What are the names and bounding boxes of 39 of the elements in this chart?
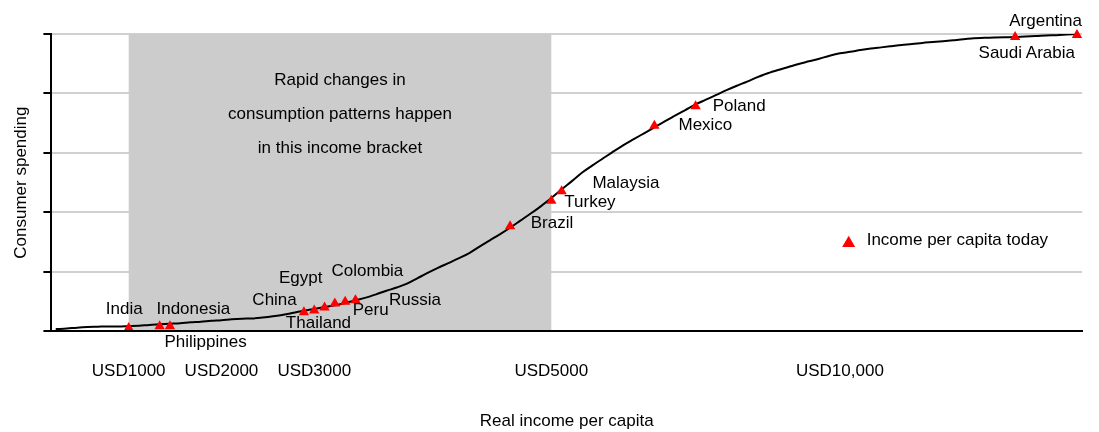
- annotation: Turkey: [564, 192, 617, 212]
- legend-label: Income per capita today: [866, 229, 1049, 249]
- point: [164, 320, 176, 330]
- point: [556, 185, 567, 195]
- annotation: Saudi Arabia: [978, 42, 1076, 62]
- x-tick-label: USD5000: [514, 361, 589, 381]
- point: [319, 301, 330, 311]
- annotation: Malaysia: [592, 172, 660, 192]
- point: [350, 294, 361, 304]
- point: [339, 295, 351, 305]
- x-tick-label: USD2000: [184, 361, 259, 381]
- band-label: Rapid changes in consumption patterns happen in this income bracket: [228, 69, 452, 157]
- annotation: Mexico: [678, 114, 733, 134]
- annotation: Thailand: [285, 312, 352, 332]
- annotation: India: [105, 298, 144, 318]
- x-tick-label: USD1000: [91, 361, 166, 381]
- annotation: China: [252, 289, 298, 309]
- x-tick-label: USD10,000: [795, 361, 884, 381]
- annotation: Egypt: [278, 268, 323, 288]
- point: [154, 320, 165, 330]
- y-axis-title: Consumer spending: [10, 106, 30, 259]
- point: [1071, 28, 1083, 38]
- point: [649, 119, 660, 129]
- annotation: Brazil: [530, 213, 574, 233]
- annotation: Russia: [389, 289, 442, 309]
- text: Philippines: [164, 331, 247, 351]
- annotation: Indonesia: [156, 298, 231, 318]
- x-tick-label: USD3000: [277, 361, 352, 381]
- annotation: Poland: [712, 96, 766, 116]
- point: [298, 306, 310, 316]
- point: [329, 297, 341, 307]
- point: [690, 100, 701, 110]
- text: Argentina: [1009, 10, 1083, 30]
- point: [1009, 30, 1021, 40]
- point: [504, 220, 516, 230]
- point: [546, 194, 557, 204]
- annotation: Colombia: [331, 260, 404, 280]
- annotation: Peru: [352, 299, 389, 319]
- x-axis-title: Real income per capita: [479, 411, 655, 431]
